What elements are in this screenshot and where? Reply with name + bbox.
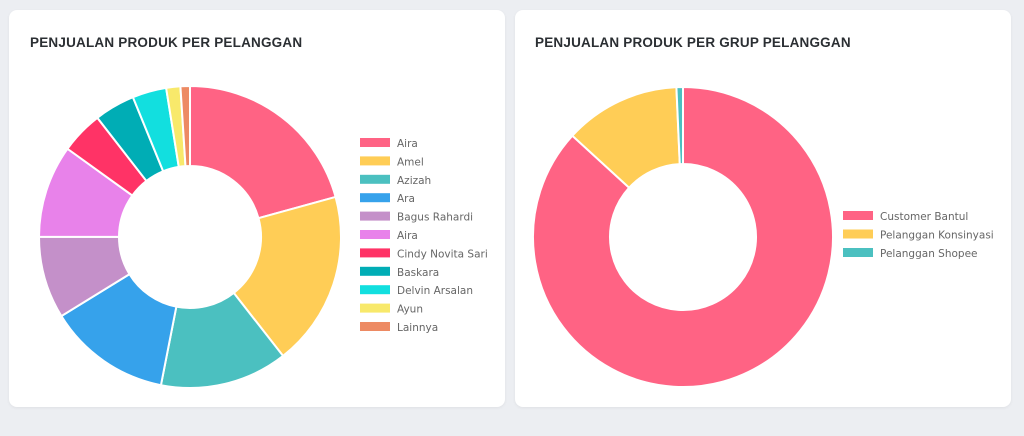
legend-item-customer-bantul-0[interactable]: Customer Bantul [843, 211, 968, 223]
legend-item-aira-0[interactable]: Aira [360, 138, 418, 150]
legend-label: Pelanggan Konsinyasi [880, 230, 994, 242]
legend-swatch [360, 266, 390, 276]
legend-label: Amel [397, 156, 424, 168]
legend-swatch [360, 211, 390, 221]
legend-label: Aira [397, 138, 418, 150]
legend-item-cindy-novita-sari-6[interactable]: Cindy Novita Sari [360, 248, 488, 260]
slice-pelanggan-shopee-2[interactable] [675, 85, 684, 166]
legend-item-aira-5[interactable]: Aira [360, 230, 418, 242]
legend-label: Lainnya [397, 322, 438, 334]
legend-swatch [843, 211, 873, 220]
legend-swatch [360, 322, 390, 331]
legend-label: Delvin Arsalan [397, 285, 473, 297]
card-title: PENJUALAN PRODUK PER PELANGGAN [30, 35, 303, 50]
legend-item-bagus-rahardi-4[interactable]: Bagus Rahardi [360, 211, 473, 224]
legend-label: Ayun [397, 304, 423, 316]
legend-swatch [360, 156, 390, 166]
doughnut-chart-per-pelanggan: Aira Amel Azizah Ara Bagus Rahardi Aira Cindy … [37, 84, 488, 389]
slice-customer-bantul-0[interactable] [532, 85, 834, 388]
legend-swatch [360, 230, 390, 239]
legend-item-pelanggan-shopee-2[interactable]: Pelanggan Shopee [843, 248, 978, 260]
legend-item-baskara-7[interactable]: Baskara [360, 266, 439, 279]
legend-swatch [360, 174, 390, 184]
chart-card-per-grup-pelanggan: PENJUALAN PRODUK PER GRUP PELANGGAN Cust… [515, 10, 1011, 407]
slice-aira-0[interactable] [189, 84, 337, 220]
legend-label: Pelanggan Shopee [880, 248, 978, 260]
legend-item-amel-1[interactable]: Amel [360, 156, 424, 168]
legend-label: Cindy Novita Sari [397, 248, 488, 260]
legend-item-ayun-9[interactable]: Ayun [360, 303, 423, 316]
legend-item-ara-3[interactable]: Ara [360, 193, 415, 205]
legend-swatch [360, 138, 390, 147]
legend-label: Azizah [397, 175, 431, 187]
slice-lainnya-10[interactable] [179, 84, 191, 168]
legend-label: Ara [397, 193, 415, 205]
legend-label: Customer Bantul [880, 211, 968, 223]
legend-swatch [360, 285, 390, 295]
legend-swatch [360, 248, 390, 258]
legend-swatch [843, 229, 873, 239]
legend-label: Aira [397, 230, 418, 242]
legend-label: Bagus Rahardi [397, 212, 473, 224]
legend-swatch [843, 248, 873, 257]
chart-card-per-pelanggan: PENJUALAN PRODUK PER PELANGGAN Aira Amel A… [9, 10, 505, 407]
legend-label: Baskara [397, 267, 439, 279]
legend-swatch [360, 303, 390, 313]
doughnut-chart-per-grup-pelanggan: Customer Bantul Pelanggan Konsinyasi Pelan… [532, 85, 994, 388]
legend-item-azizah-2[interactable]: Azizah [360, 174, 431, 187]
card-title: PENJUALAN PRODUK PER GRUP PELANGGAN [535, 35, 851, 50]
slice-amel-1[interactable] [232, 195, 342, 358]
legend-item-delvin-arsalan-8[interactable]: Delvin Arsalan [360, 285, 473, 297]
legend-item-pelanggan-konsinyasi-1[interactable]: Pelanggan Konsinyasi [843, 229, 994, 242]
legend-item-lainnya-10[interactable]: Lainnya [360, 322, 438, 334]
legend-swatch [360, 193, 390, 203]
